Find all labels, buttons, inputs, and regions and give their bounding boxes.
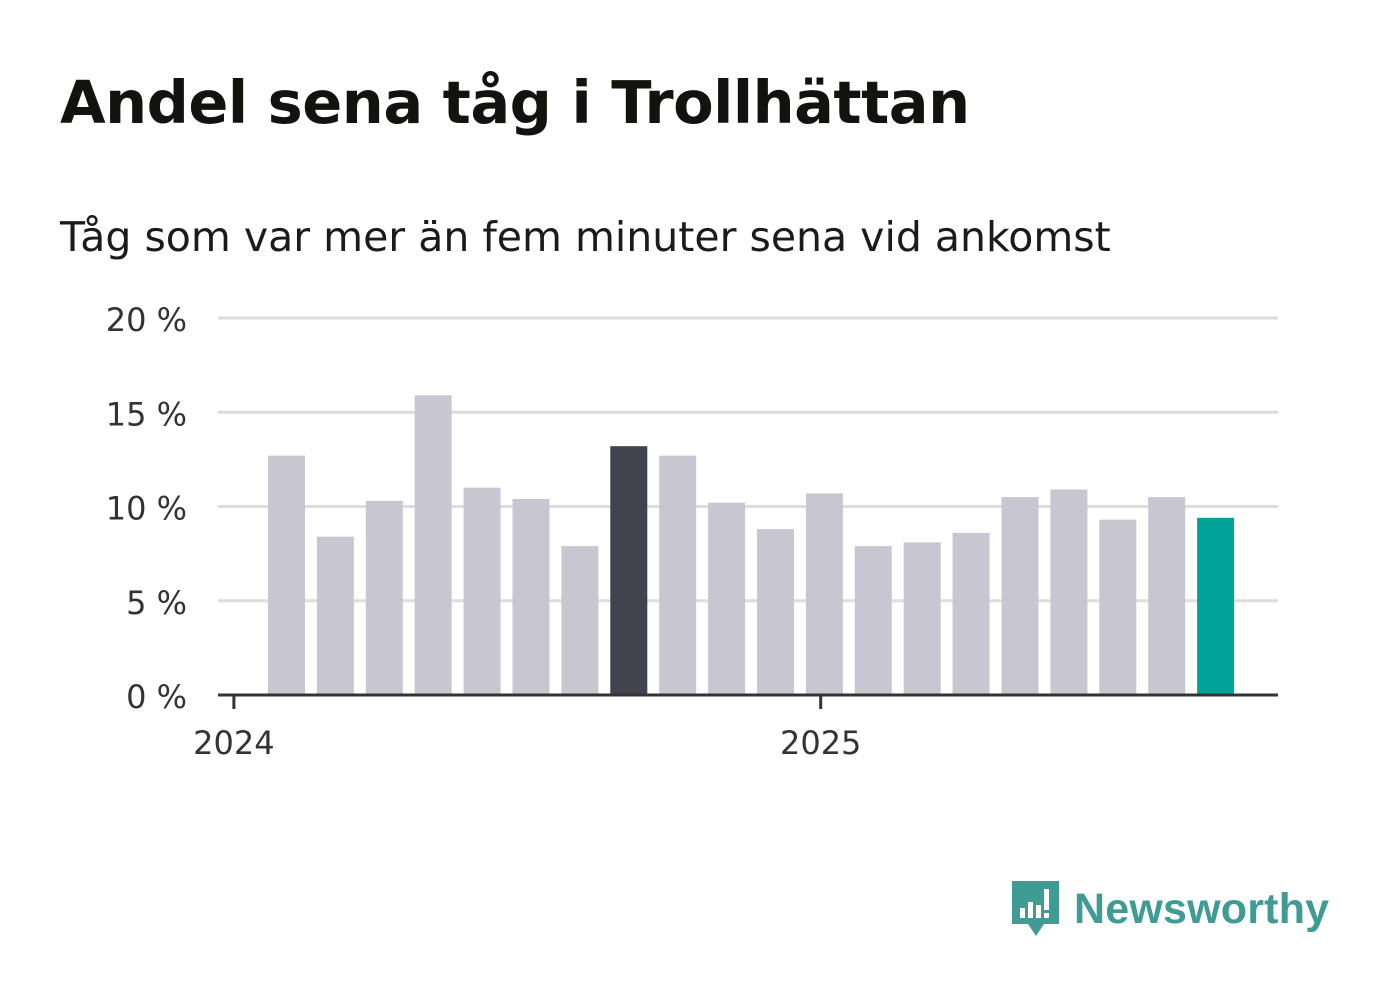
bar [610, 446, 648, 695]
bar [414, 395, 452, 695]
x-axis-ticks: 2024 2025 [193, 695, 861, 762]
bar [903, 542, 941, 695]
chart-title: Andel sena tåg i Trollhättan [60, 68, 970, 137]
newsworthy-logo: Newsworthy [1010, 878, 1329, 940]
y-tick-label: 15 % [106, 395, 187, 433]
bar [561, 546, 599, 695]
bar [708, 502, 746, 695]
y-tick-label: 0 % [126, 678, 187, 716]
bar [952, 532, 990, 695]
bar [268, 455, 305, 695]
bar [805, 493, 843, 695]
bar [1001, 497, 1039, 695]
bar [1099, 519, 1137, 695]
y-tick-label: 20 % [106, 301, 187, 339]
chart-subtitle: Tåg som var mer än fem minuter sena vid … [60, 213, 1111, 261]
bar [512, 498, 550, 695]
bar [1197, 517, 1235, 695]
newsworthy-logo-text: Newsworthy [1074, 884, 1330, 933]
bar [1050, 489, 1088, 695]
x-tick-label: 2024 [193, 724, 274, 762]
bar-chart: 0 % 5 % 10 % 15 % 20 % 2024 2025 [106, 301, 1278, 762]
bar [316, 536, 354, 695]
x-tick-label: 2025 [780, 724, 861, 762]
bar [1148, 497, 1186, 695]
bar [659, 455, 697, 695]
bar [854, 546, 892, 695]
bar [463, 487, 501, 695]
bar [365, 500, 403, 695]
y-tick-label: 5 % [126, 584, 187, 622]
y-tick-label: 10 % [106, 490, 187, 528]
y-axis-ticks: 0 % 5 % 10 % 15 % 20 % [106, 301, 187, 716]
newsworthy-logo-icon [1012, 881, 1059, 936]
bars [268, 395, 1235, 695]
bar [757, 529, 794, 695]
